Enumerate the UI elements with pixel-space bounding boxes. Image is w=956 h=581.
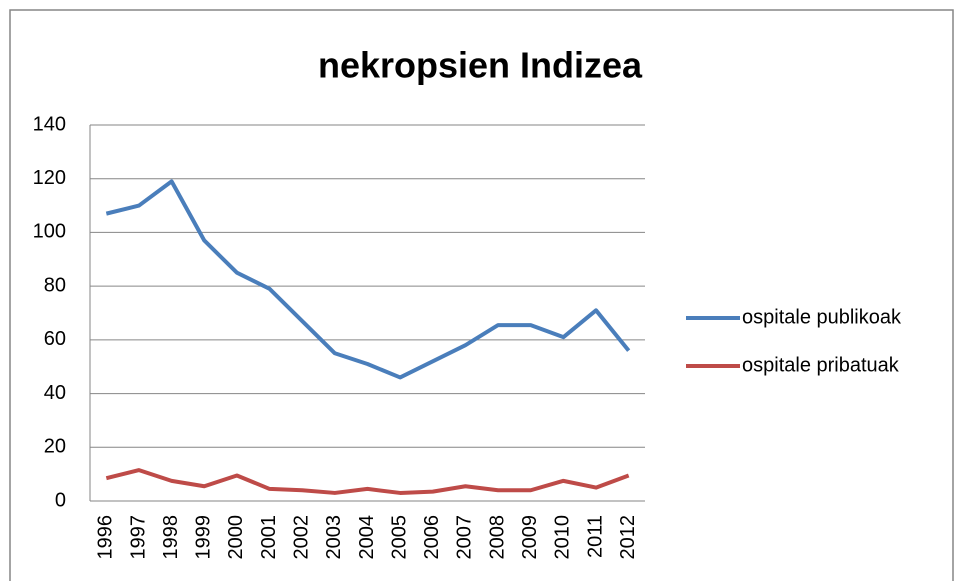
y-tick-label: 0 xyxy=(55,489,66,511)
x-tick-label: 2009 xyxy=(519,515,541,560)
line-series xyxy=(105,468,630,495)
legend-label: ospitale pribatuak xyxy=(742,354,900,376)
x-tick-label: 1998 xyxy=(160,515,182,560)
x-tick-label: 1996 xyxy=(95,515,117,560)
x-tick-label: 2008 xyxy=(486,515,508,560)
x-tick-label: 2012 xyxy=(617,515,639,560)
x-tick-label: 2003 xyxy=(323,515,345,560)
x-tick-label: 2004 xyxy=(356,515,378,560)
x-tick-label: 1999 xyxy=(193,515,215,560)
x-tick-label: 2010 xyxy=(552,515,574,560)
y-tick-label: 100 xyxy=(33,221,66,243)
x-tick-label: 2007 xyxy=(454,515,476,560)
x-tick-label: 2006 xyxy=(421,515,443,560)
y-tick-label: 20 xyxy=(44,436,66,458)
line-series xyxy=(105,179,631,380)
x-tick-label: 2011 xyxy=(584,515,606,558)
x-tick-label: 2000 xyxy=(225,515,247,560)
y-tick-label: 60 xyxy=(44,328,66,350)
x-tick-label: 2005 xyxy=(388,515,410,560)
y-tick-label: 140 xyxy=(33,113,66,135)
y-tick-label: 80 xyxy=(44,274,66,296)
y-tick-label: 40 xyxy=(44,382,66,404)
chart-title: nekropsien Indizea xyxy=(318,45,643,86)
x-tick-label: 2002 xyxy=(290,515,312,560)
chart-frame xyxy=(9,9,954,581)
legend-label: ospitale publikoak xyxy=(742,306,902,328)
x-tick-label: 1997 xyxy=(127,515,149,560)
y-tick-label: 120 xyxy=(33,167,66,189)
x-tick-label: 2001 xyxy=(258,515,280,560)
